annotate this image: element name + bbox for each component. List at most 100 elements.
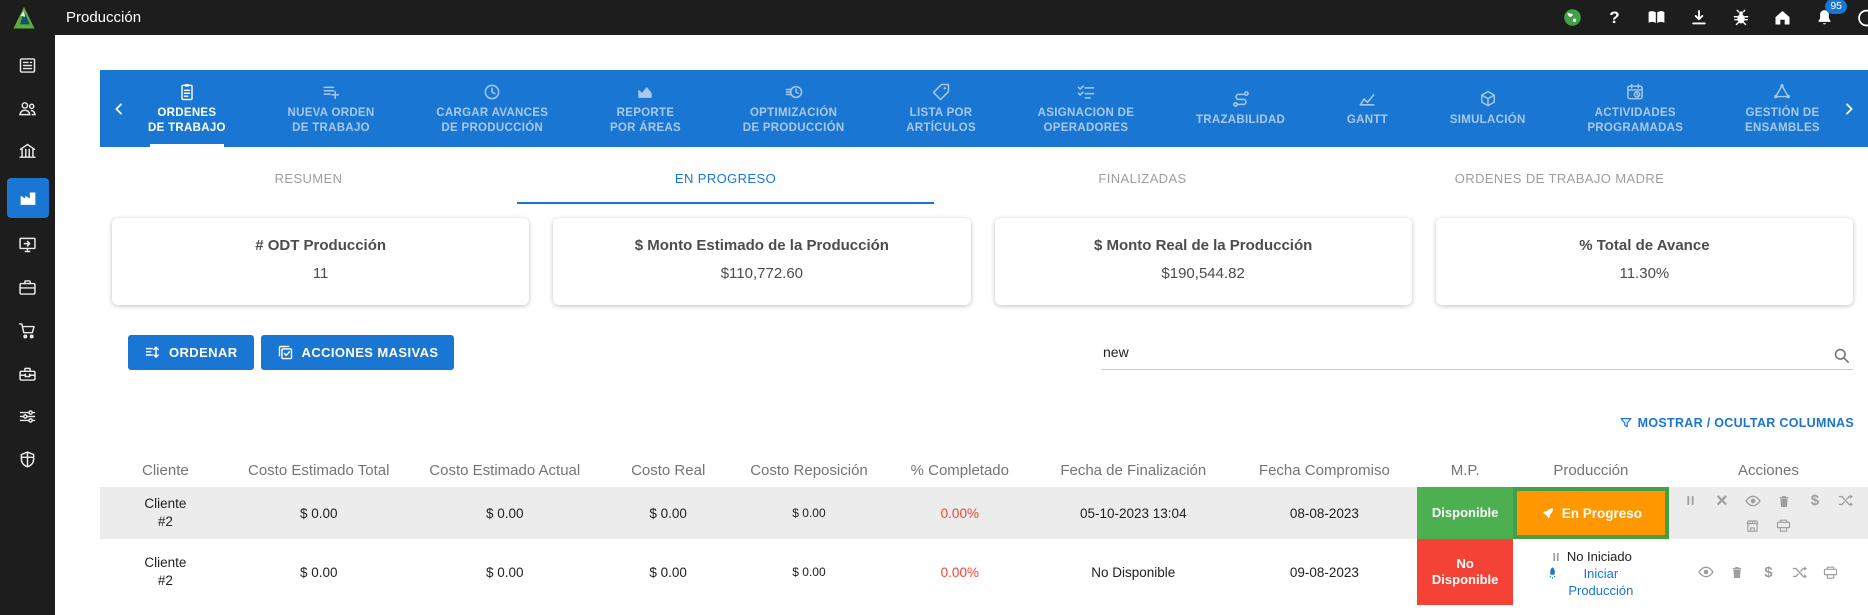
cube-icon bbox=[1480, 90, 1495, 107]
tab-nueva-orden-de-trabajo[interactable]: NUEVA ORDEN DE TRABAJO bbox=[278, 70, 385, 147]
cell-fecha-finalizacion: 05-10-2023 13:04 bbox=[1079, 505, 1187, 521]
acciones-masivas-button[interactable]: ACCIONES MASIVAS bbox=[260, 335, 455, 370]
view-icon[interactable] bbox=[1697, 563, 1715, 581]
cell-produccion: No Iniciado Iniciar Producción bbox=[1513, 539, 1669, 605]
cost-icon[interactable]: $ bbox=[1764, 563, 1773, 581]
col-header-costo-estimado-total: Costo Estimado Total bbox=[247, 462, 390, 479]
launch-icon bbox=[1542, 507, 1553, 518]
card-value: $110,772.60 bbox=[720, 265, 804, 282]
help-icon[interactable]: ? bbox=[1609, 7, 1620, 27]
tab-lista-por-articulos[interactable]: LISTA POR ARTÍCULOS bbox=[896, 70, 986, 147]
subtab-finalizadas[interactable]: FINALIZADAS bbox=[1098, 171, 1187, 186]
card-value: $190,544.82 bbox=[1161, 265, 1245, 282]
cell-cliente: Cliente #2 bbox=[144, 495, 187, 529]
route-icon bbox=[1232, 91, 1249, 107]
clipboard-icon bbox=[181, 83, 193, 100]
notifications-icon[interactable]: 95 bbox=[1814, 0, 1847, 28]
download-icon[interactable] bbox=[1688, 7, 1709, 28]
nav-next-icon[interactable] bbox=[1830, 70, 1868, 147]
delete-icon[interactable] bbox=[1775, 492, 1793, 510]
card-value: 11 bbox=[312, 265, 329, 282]
assignment-icon bbox=[1077, 84, 1095, 99]
pos-terminal-icon[interactable] bbox=[1821, 563, 1839, 581]
cell-fecha-finalizacion: No Disponible bbox=[1091, 564, 1176, 580]
tab-asignacion-operadores[interactable]: ASIGNACION DE OPERADORES bbox=[1028, 70, 1145, 147]
show-hide-columns-link[interactable]: MOSTRAR / OCULTAR COLUMNAS bbox=[55, 416, 1854, 430]
cell-costo-real: $ 0.00 bbox=[649, 505, 687, 521]
col-header-costo-reposicion: Costo Reposición bbox=[750, 462, 868, 479]
card-title: % Total de Avance bbox=[1579, 237, 1710, 254]
cell-costo-estimado-actual: $ 0.00 bbox=[485, 564, 524, 580]
card-monto-estimado: $ Monto Estimado de la Producción $110,7… bbox=[553, 218, 971, 305]
work-orders-table: Cliente Costo Estimado Total Costo Estim… bbox=[100, 454, 1868, 605]
production-status: No Iniciado bbox=[1550, 549, 1632, 564]
search-field bbox=[1101, 344, 1853, 370]
bug-report-icon[interactable] bbox=[1730, 7, 1751, 28]
cell-costo-estimado-total: $ 0.00 bbox=[299, 505, 338, 521]
topbar: Producción ? 95 bbox=[0, 0, 1868, 35]
pos-terminal-icon[interactable] bbox=[1775, 517, 1793, 535]
view-icon[interactable] bbox=[1744, 492, 1762, 510]
sort-icon bbox=[145, 346, 159, 358]
tab-reporte-por-areas[interactable]: REPORTE POR ÁREAS bbox=[600, 70, 691, 147]
production-status-badge[interactable]: En Progreso bbox=[1512, 487, 1669, 539]
ordenar-button[interactable]: ORDENAR bbox=[128, 335, 254, 370]
cell-costo-reposicion: $ 0.00 bbox=[792, 565, 826, 579]
tab-cargar-avances[interactable]: CARGAR AVANCES DE PRODUCCIÓN bbox=[426, 70, 558, 147]
sidebar-item-settings-tune[interactable] bbox=[7, 400, 49, 433]
pause-icon[interactable] bbox=[1682, 492, 1700, 510]
subtab-resumen[interactable]: RESUMEN bbox=[274, 171, 343, 186]
cell-acciones: × $ bbox=[1669, 487, 1868, 539]
cell-pct-completado: 0.00% bbox=[940, 505, 979, 521]
tab-optimizacion[interactable]: OPTIMIZACIÓN DE PRODUCCIÓN bbox=[733, 70, 855, 147]
clock-icon[interactable] bbox=[1856, 7, 1868, 28]
col-header-mp: M.P. bbox=[1450, 462, 1480, 479]
globe-icon[interactable] bbox=[1562, 7, 1583, 28]
delete-icon[interactable] bbox=[1728, 563, 1746, 581]
tab-simulacion[interactable]: SIMULACIÓN bbox=[1440, 70, 1536, 147]
tab-gestion-de-ensambles[interactable]: GESTIÓN DE ENSAMBLES bbox=[1735, 70, 1830, 147]
nav-prev-icon[interactable] bbox=[100, 70, 138, 147]
reassign-icon[interactable] bbox=[1837, 492, 1855, 510]
sidebar bbox=[0, 35, 55, 615]
cell-costo-reposicion: $ 0.00 bbox=[792, 506, 826, 520]
subtab-ordenes-madre[interactable]: ORDENES DE TRABAJO MADRE bbox=[1454, 171, 1665, 186]
home-icon[interactable] bbox=[1772, 7, 1793, 28]
sidebar-item-security[interactable] bbox=[7, 443, 49, 476]
sidebar-item-cart[interactable] bbox=[7, 314, 49, 347]
area-chart-icon bbox=[638, 86, 653, 98]
mp-status-badge[interactable]: Disponible bbox=[1417, 487, 1513, 539]
sidebar-item-users[interactable] bbox=[7, 92, 49, 125]
sidebar-item-briefcase[interactable] bbox=[7, 271, 49, 304]
playlist-add-icon bbox=[323, 86, 340, 99]
notification-count-badge: 95 bbox=[1825, 0, 1847, 14]
col-header-fecha-finalizacion: Fecha de Finalización bbox=[1060, 462, 1207, 479]
cell-mp: No Disponible bbox=[1417, 539, 1513, 605]
card-title: $ Monto Estimado de la Producción bbox=[634, 237, 889, 254]
cancel-icon[interactable]: × bbox=[1716, 489, 1728, 512]
search-icon[interactable] bbox=[1832, 346, 1851, 365]
tab-actividades-programadas[interactable]: ACTIVIDADES PROGRAMADAS bbox=[1577, 70, 1693, 147]
sidebar-item-production[interactable] bbox=[6, 178, 49, 218]
sidebar-item-monitor[interactable] bbox=[7, 228, 49, 261]
manual-icon[interactable] bbox=[1646, 7, 1667, 28]
table-row: Cliente #2 $ 0.00 $ 0.00 $ 0.00 $ 0.00 0… bbox=[100, 487, 1868, 539]
sidebar-item-company[interactable] bbox=[7, 135, 49, 168]
factory-icon[interactable] bbox=[1744, 517, 1762, 535]
col-header-cliente: Cliente bbox=[142, 462, 189, 479]
card-value: 11.30% bbox=[1619, 265, 1670, 282]
tab-gantt[interactable]: GANTT bbox=[1337, 70, 1398, 147]
cost-icon[interactable]: $ bbox=[1810, 492, 1820, 509]
sidebar-item-toolbox[interactable] bbox=[7, 357, 49, 390]
speed-clock-icon bbox=[785, 85, 802, 98]
search-input[interactable] bbox=[1103, 344, 1825, 360]
sidebar-item-news[interactable] bbox=[7, 49, 49, 82]
subtab-en-progreso[interactable]: EN PROGRESO bbox=[517, 147, 934, 204]
iniciar-produccion-link[interactable]: Iniciar Producción bbox=[1545, 566, 1637, 600]
cell-mp: Disponible bbox=[1417, 487, 1513, 539]
reassign-icon[interactable] bbox=[1790, 563, 1808, 581]
tab-trazabilidad[interactable]: TRAZABILIDAD bbox=[1186, 70, 1295, 147]
mp-status-badge[interactable]: No Disponible bbox=[1417, 539, 1513, 605]
card-odt-produccion: # ODT Producción 11 bbox=[112, 218, 530, 305]
tab-ordenes-de-trabajo[interactable]: ORDENES DE TRABAJO bbox=[138, 70, 236, 147]
